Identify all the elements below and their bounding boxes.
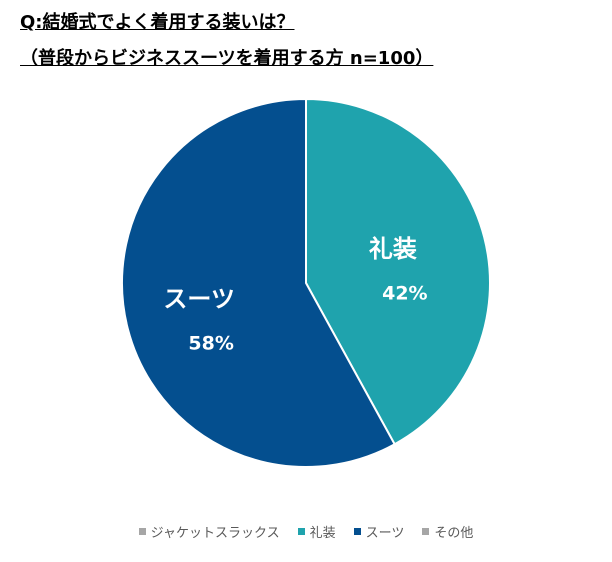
legend-item: 礼装: [297, 522, 336, 541]
slice-category-label: スーツ: [163, 285, 235, 313]
legend-swatch: [353, 528, 361, 535]
legend-item: スーツ: [353, 522, 405, 541]
legend-label: 礼装: [309, 526, 336, 541]
data-label: 58%: [188, 332, 233, 354]
legend-label: ジャケットスラックス: [150, 526, 280, 541]
legend-label: その他: [434, 526, 474, 541]
legend-item: その他: [422, 522, 473, 541]
chart-subtitle: （普段からビジネススーツを着用する方 n=100）: [20, 48, 434, 69]
pie-area: 礼装 42% スーツ 58%: [121, 97, 491, 468]
pie-slice: [305, 97, 491, 446]
legend-swatch: [297, 528, 305, 535]
slice-category-label: 礼装: [369, 235, 417, 263]
data-label: 42%: [382, 283, 427, 305]
pie-slice: [121, 97, 397, 468]
legend: ジャケットスラックス 礼装 スーツ その他: [0, 522, 612, 541]
legend-swatch: [138, 528, 146, 535]
legend-label: スーツ: [365, 526, 405, 541]
chart-title: Q:結婚式でよく着用する装いは？: [20, 12, 295, 33]
legend-item: ジャケットスラックス: [138, 522, 280, 541]
legend-swatch: [422, 528, 430, 535]
